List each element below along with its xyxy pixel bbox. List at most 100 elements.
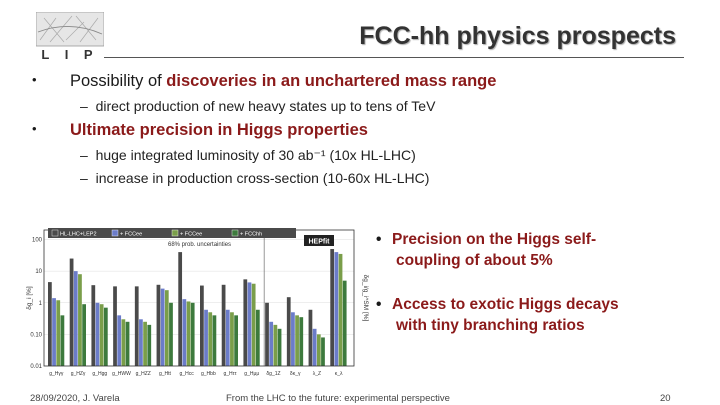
bar <box>164 290 169 366</box>
bar <box>121 319 126 366</box>
chart-bars <box>48 230 347 366</box>
x-tick-label: g_Hgg <box>92 371 107 377</box>
hepfit-badge <box>304 235 334 246</box>
bullet-emphasis: Ultimate precision in Higgs properties <box>70 121 368 139</box>
x-tick-label: g_Htt <box>159 371 172 377</box>
bar <box>48 282 52 366</box>
legend-label: HL-LHC+LEP2 <box>60 232 97 238</box>
chart-y-ticks: 100 10 1 0.10 0.01 <box>30 238 42 370</box>
bar <box>60 315 65 366</box>
bar <box>342 280 347 366</box>
bar <box>69 258 74 366</box>
subbullet-text: direct production of new heavy states up… <box>95 98 436 114</box>
x-tick-label: g_Hμμ <box>244 371 259 377</box>
subbullet-direct-production: – direct production of new heavy states … <box>80 98 436 114</box>
bar <box>147 324 152 366</box>
legend-swatch <box>111 229 119 237</box>
side-point-line: Precision on the Higgs self- <box>392 231 597 248</box>
bar <box>212 315 217 366</box>
bar <box>321 337 325 366</box>
bar <box>255 309 260 366</box>
bar <box>117 315 122 366</box>
bar <box>52 298 56 366</box>
bar <box>103 307 108 366</box>
slide-title: FCC-hh physics prospects <box>359 22 676 50</box>
bar <box>204 309 208 366</box>
x-tick-label: g_Hbb <box>201 371 216 377</box>
bar <box>82 304 86 366</box>
side-point-line: with tiny branching ratios <box>396 317 585 334</box>
bar <box>134 286 139 366</box>
bar <box>277 328 282 366</box>
bar <box>286 297 291 366</box>
svg-text:L I P: L I P <box>41 47 98 62</box>
legend-swatch <box>171 229 179 237</box>
bar <box>308 309 313 366</box>
bar <box>160 288 165 366</box>
legend-label: + FCCee <box>120 232 142 238</box>
footer-page-number: 20 <box>660 393 671 404</box>
bar <box>178 252 183 366</box>
bar <box>316 334 321 366</box>
bullet-dot: • <box>376 231 382 248</box>
footer-event-title: From the LHC to the future: experimental… <box>226 393 450 404</box>
bar <box>139 319 143 366</box>
y-tick-label: 10 <box>35 269 42 275</box>
subbullet-text: huge integrated luminosity of 30 ab⁻¹ (1… <box>95 147 416 163</box>
bar <box>234 315 238 366</box>
legend-swatch <box>231 229 239 237</box>
x-tick-label: g_HZZ <box>136 371 151 377</box>
bar <box>247 282 252 366</box>
bullet-dot: • <box>376 296 382 313</box>
x-tick-label: δg_1Z <box>266 371 280 377</box>
bar <box>113 286 117 366</box>
bar <box>169 302 173 366</box>
hepfit-badge-text: HEPfit <box>309 239 331 246</box>
bar <box>221 284 226 366</box>
bullet-dot: • <box>32 72 37 87</box>
bullet-emphasis: discoveries in an unchartered mass range <box>166 72 497 90</box>
title-rule <box>104 57 684 58</box>
x-tick-label: g_Hcc <box>180 371 195 377</box>
bar <box>99 304 104 366</box>
bar <box>200 285 204 366</box>
bar <box>338 253 343 366</box>
y-tick-label: 1 <box>39 301 43 307</box>
bar <box>330 249 335 366</box>
bullet-discoveries: • Possibility of discoveries in an uncha… <box>32 72 497 91</box>
higgs-coupling-chart: 100 10 1 0.10 0.01 g_Hγγ g_HZγ g_Hgg g_HWW g_HZZ… <box>26 222 371 382</box>
bar <box>56 300 61 366</box>
bar <box>186 301 191 366</box>
chart-legend: HL-LHC+LEP2 + FCCee + FCCee + FCChh <box>51 229 262 238</box>
bar <box>73 271 78 366</box>
bar <box>334 252 339 366</box>
x-tick-label: δκ_γ <box>290 371 301 377</box>
side-point-line: coupling of about 5% <box>396 252 553 269</box>
bar <box>182 299 187 366</box>
side-point-self-coupling: • Precision on the Higgs self- coupling o… <box>376 229 596 271</box>
chart-ylabel-right: δg_i/g_i^SM [%] <box>362 275 369 322</box>
bullet-precision: • Ultimate precision in Higgs properties <box>32 121 368 140</box>
bar <box>299 317 304 366</box>
legend-label: + FCCee <box>180 232 202 238</box>
chart-ylabel: δg_i [%] <box>26 286 33 310</box>
bar <box>95 302 100 366</box>
subbullet-text: increase in production cross-section (10… <box>95 170 430 186</box>
lip-logo: L I P <box>36 12 104 62</box>
x-tick-label: λ_Z <box>313 371 321 377</box>
bar <box>312 328 317 366</box>
bar <box>190 302 195 366</box>
bar <box>295 315 299 366</box>
x-tick-label: g_HZγ <box>71 371 86 377</box>
bar <box>125 321 130 366</box>
bar <box>291 312 295 366</box>
legend-label: + FCChh <box>240 232 262 238</box>
bar <box>230 312 234 366</box>
y-tick-label: 100 <box>32 238 43 244</box>
bar <box>265 302 269 366</box>
bar <box>156 284 161 366</box>
y-tick-label: 0.10 <box>30 332 42 338</box>
bar <box>251 283 256 366</box>
bar <box>243 279 248 366</box>
legend-swatch <box>51 229 59 237</box>
